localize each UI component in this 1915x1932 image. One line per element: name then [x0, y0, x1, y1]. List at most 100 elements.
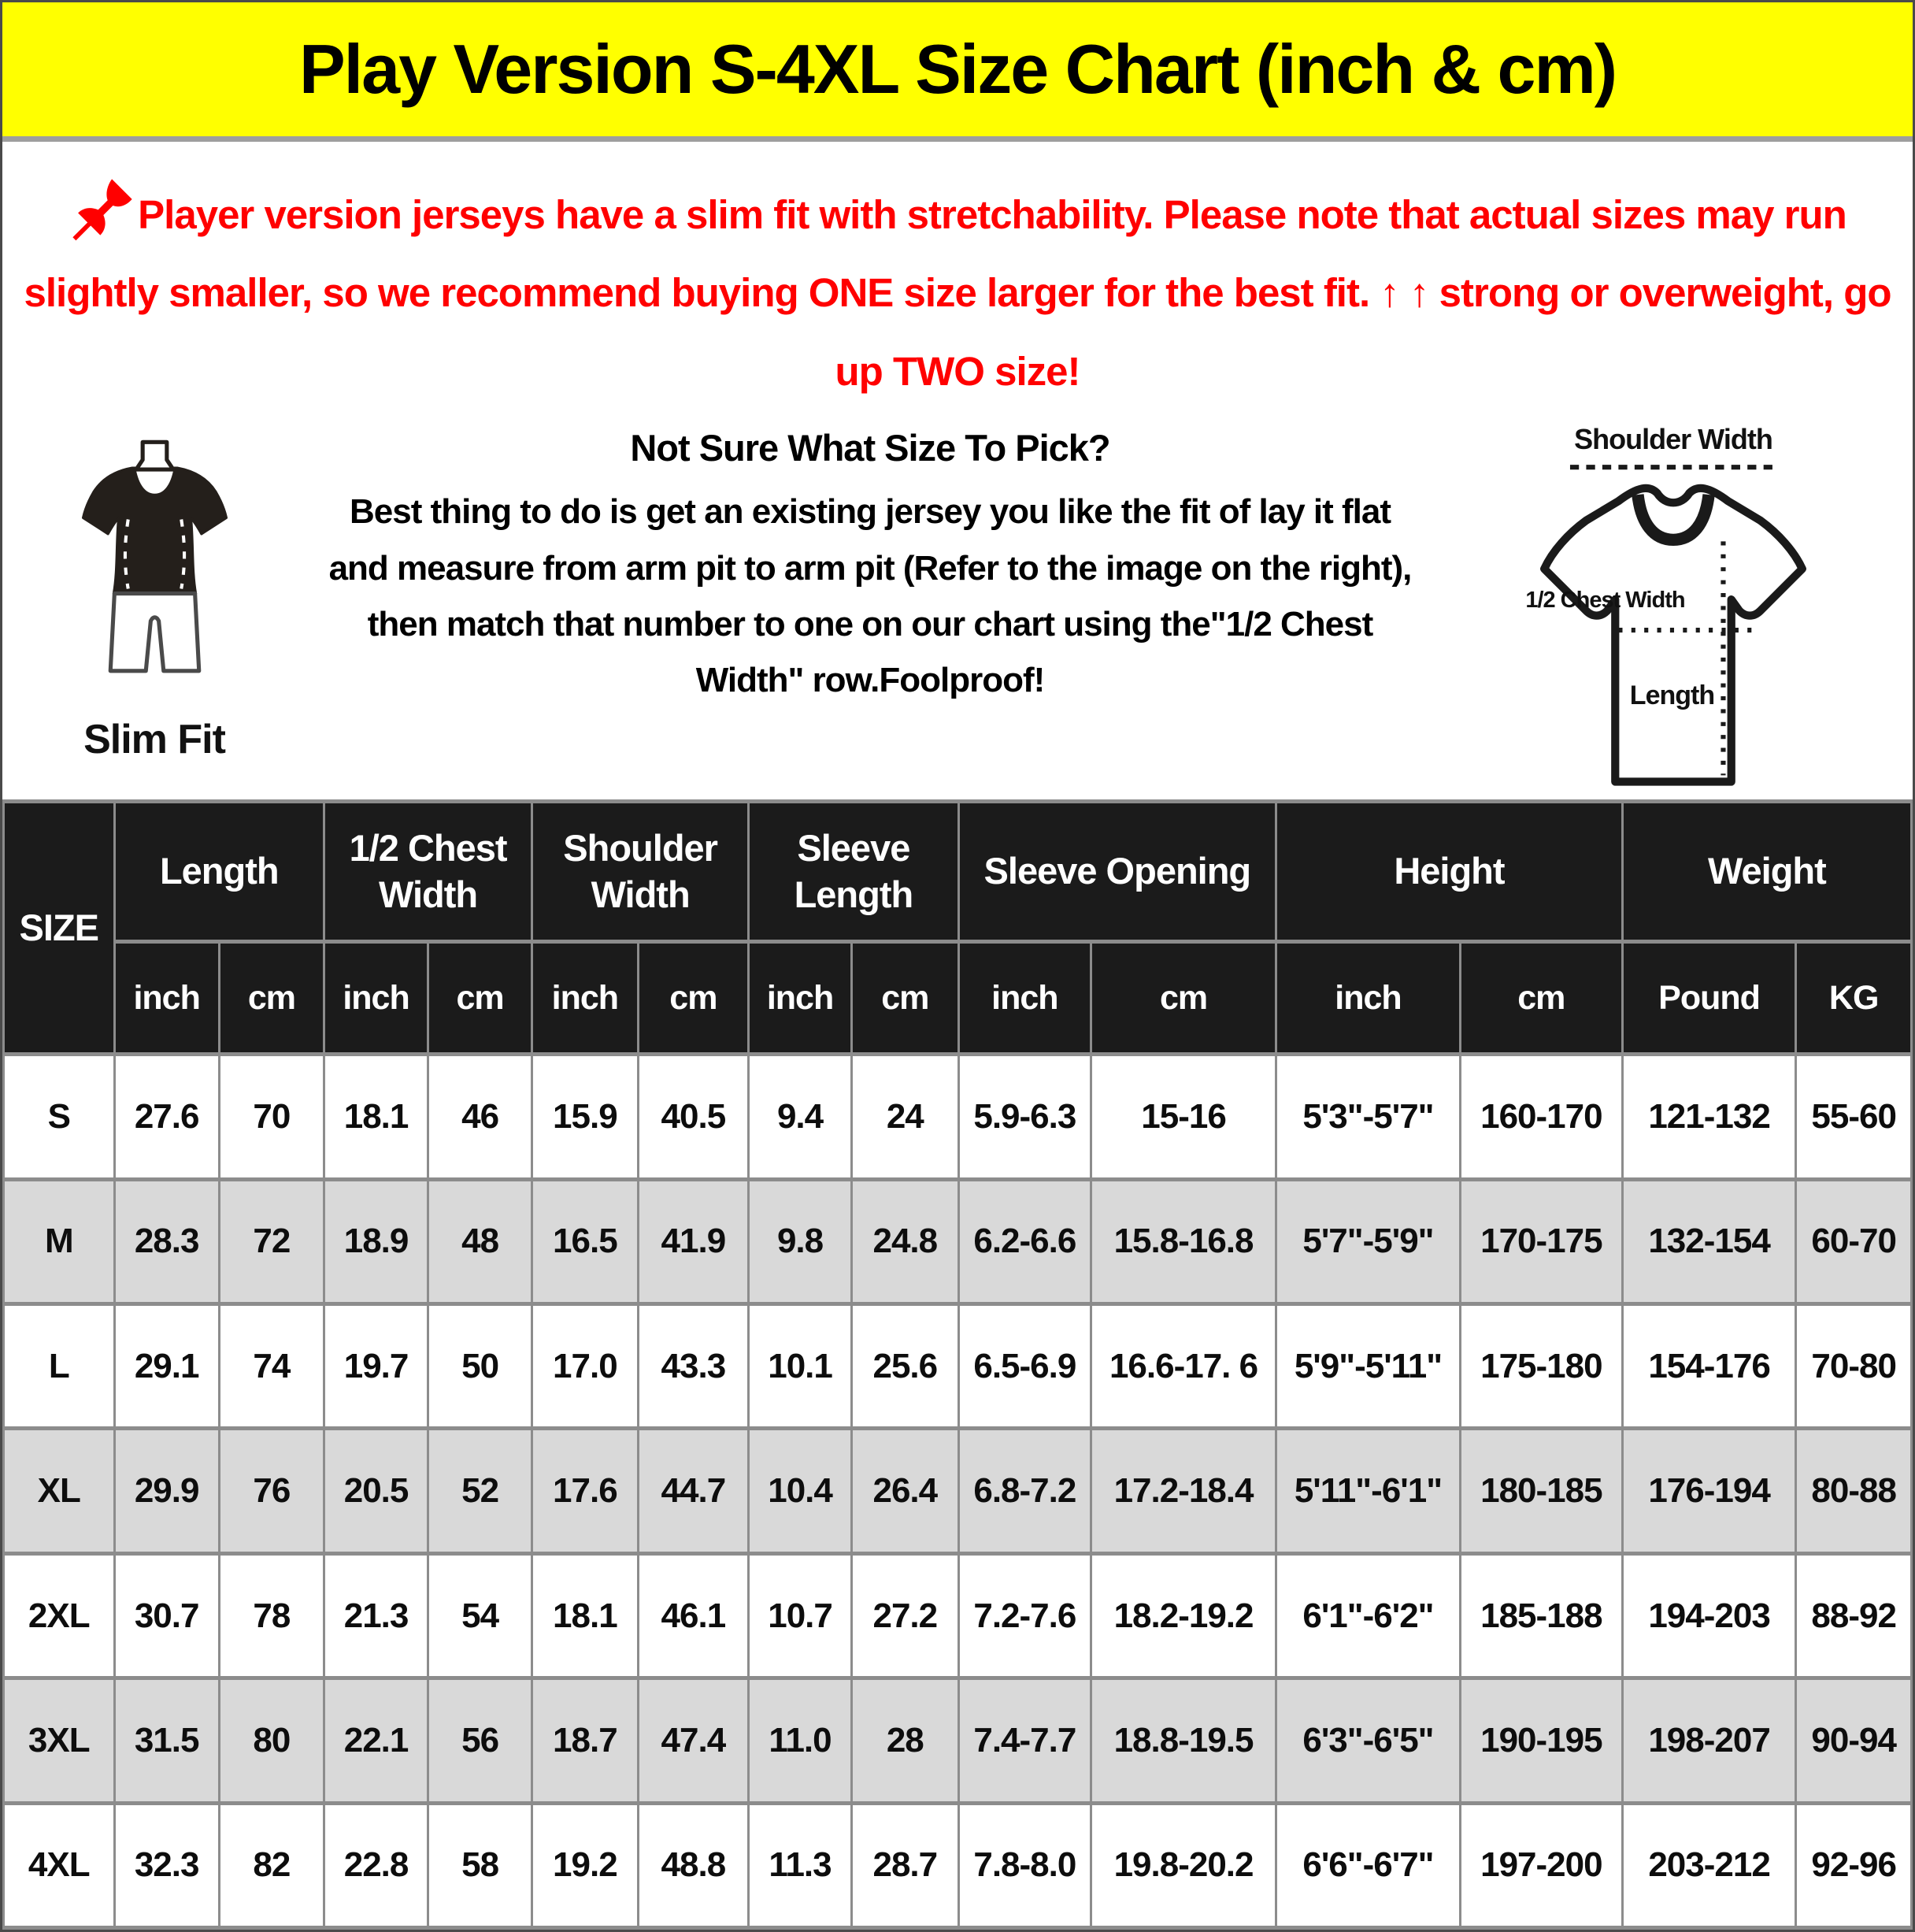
title-banner: Play Version S-4XL Size Chart (inch & cm… — [2, 2, 1913, 142]
value-cell: 11.3 — [747, 1800, 853, 1930]
value-cell: 55-60 — [1795, 1052, 1913, 1181]
value-cell: 5'11"-6'1" — [1275, 1426, 1461, 1556]
value-cell: 70-80 — [1795, 1302, 1913, 1431]
half-chest-width-label: 1/2 Chest Width — [1525, 587, 1685, 613]
size-help-heading: Not Sure What Size To Pick? — [630, 427, 1110, 469]
unit-header: inch — [113, 940, 220, 1057]
unit-header: cm — [427, 940, 534, 1057]
value-cell: 6'6"-6'7" — [1275, 1800, 1461, 1930]
size-cell: S — [2, 1052, 116, 1181]
value-cell: 22.1 — [323, 1676, 430, 1805]
value-cell: 40.5 — [636, 1052, 750, 1181]
warning-paragraph: Player version jerseys have a slim fit w… — [23, 175, 1892, 410]
value-cell: 6'3"-6'5" — [1275, 1676, 1461, 1805]
value-cell: 25.6 — [850, 1302, 960, 1431]
group-header-half-chest-width: 1/2 Chest Width — [323, 799, 534, 944]
value-cell: 92-96 — [1795, 1800, 1913, 1930]
page-title: Play Version S-4XL Size Chart (inch & cm… — [298, 30, 1617, 108]
value-cell: 29.1 — [113, 1302, 220, 1431]
group-header-shoulder-width: Shoulder Width — [531, 799, 750, 944]
group-header-sleeve-opening: Sleeve Opening — [957, 799, 1278, 944]
pushpin-icon — [69, 175, 136, 243]
value-cell: 185-188 — [1458, 1551, 1624, 1681]
value-cell: 160-170 — [1458, 1052, 1624, 1181]
value-cell: 21.3 — [323, 1551, 430, 1681]
value-cell: 203-212 — [1621, 1800, 1798, 1930]
value-cell: 132-154 — [1621, 1177, 1798, 1307]
value-cell: 16.5 — [531, 1177, 639, 1307]
table-unit-header-row: inch cm inch cm inch cm inch cm inch cm … — [4, 940, 1913, 1057]
value-cell: 44.7 — [636, 1426, 750, 1556]
value-cell: 17.0 — [531, 1302, 639, 1431]
value-cell: 5.9-6.3 — [957, 1052, 1093, 1181]
value-cell: 15.8-16.8 — [1090, 1177, 1278, 1307]
value-cell: 24.8 — [850, 1177, 960, 1307]
value-cell: 50 — [427, 1302, 534, 1431]
value-cell: 46 — [427, 1052, 534, 1181]
value-cell: 190-195 — [1458, 1676, 1624, 1805]
slim-fit-icon — [81, 440, 228, 673]
value-cell: 18.2-19.2 — [1090, 1551, 1278, 1681]
unit-header: cm — [217, 940, 326, 1057]
value-cell: 9.8 — [747, 1177, 853, 1307]
value-cell: 76 — [217, 1426, 326, 1556]
value-cell: 22.8 — [323, 1800, 430, 1930]
value-cell: 16.6-17. 6 — [1090, 1302, 1278, 1431]
value-cell: 70 — [217, 1052, 326, 1181]
unit-header: inch — [323, 940, 430, 1057]
value-cell: 82 — [217, 1800, 326, 1930]
value-cell: 18.7 — [531, 1676, 639, 1805]
value-cell: 56 — [427, 1676, 534, 1805]
value-cell: 5'3"-5'7" — [1275, 1052, 1461, 1181]
table-row: 3XL 31.5 80 22.1 56 18.7 47.4 11.0 28 7.4-7.7 18.8… — [2, 1676, 1913, 1805]
value-cell: 198-207 — [1621, 1676, 1798, 1805]
value-cell: 5'7"-5'9" — [1275, 1177, 1461, 1307]
size-cell: 3XL — [2, 1676, 116, 1805]
table-row: 4XL 32.3 82 22.8 58 19.2 48.8 11.3 28.7 7.8-8.0 19… — [2, 1800, 1913, 1930]
value-cell: 80-88 — [1795, 1426, 1913, 1556]
value-cell: 9.4 — [747, 1052, 853, 1181]
value-cell: 58 — [427, 1800, 534, 1930]
value-cell: 24 — [850, 1052, 960, 1181]
value-cell: 6'1"-6'2" — [1275, 1551, 1461, 1681]
table-row: L 29.1 74 19.7 50 17.0 43.3 10.1 25.6 6.5-6.9 16.6… — [2, 1302, 1913, 1431]
value-cell: 28.7 — [850, 1800, 960, 1930]
table-row: XL 29.9 76 20.5 52 17.6 44.7 10.4 26.4 6.8-7.2 17.… — [2, 1426, 1913, 1556]
value-cell: 48 — [427, 1177, 534, 1307]
size-cell: XL — [2, 1426, 116, 1556]
value-cell: 46.1 — [636, 1551, 750, 1681]
value-cell: 74 — [217, 1302, 326, 1431]
value-cell: 90-94 — [1795, 1676, 1913, 1805]
value-cell: 43.3 — [636, 1302, 750, 1431]
value-cell: 20.5 — [323, 1426, 430, 1556]
value-cell: 6.2-6.6 — [957, 1177, 1093, 1307]
table-row: 2XL 30.7 78 21.3 54 18.1 46.1 10.7 27.2 7.2-7.6 18… — [2, 1551, 1913, 1681]
value-cell: 27.2 — [850, 1551, 960, 1681]
group-header-weight: Weight — [1621, 799, 1913, 944]
value-cell: 175-180 — [1458, 1302, 1624, 1431]
group-header-sleeve-length: Sleeve Length — [747, 799, 960, 944]
value-cell: 6.5-6.9 — [957, 1302, 1093, 1431]
value-cell: 47.4 — [636, 1676, 750, 1805]
value-cell: 32.3 — [113, 1800, 220, 1930]
value-cell: 54 — [427, 1551, 534, 1681]
value-cell: 11.0 — [747, 1676, 853, 1805]
size-cell: M — [2, 1177, 116, 1307]
unit-header: KG — [1795, 940, 1913, 1057]
size-table: SIZE Length 1/2 Chest Width Shoulder Wid… — [2, 799, 1913, 1930]
value-cell: 15.9 — [531, 1052, 639, 1181]
size-cell: L — [2, 1302, 116, 1431]
size-help-text: Not Sure What Size To Pick? Best thing t… — [284, 420, 1456, 792]
value-cell: 18.1 — [323, 1052, 430, 1181]
fit-info-row: Slim Fit Not Sure What Size To Pick? Bes… — [2, 415, 1913, 799]
size-corner-header: SIZE — [2, 799, 116, 1057]
value-cell: 7.8-8.0 — [957, 1800, 1093, 1930]
unit-header: inch — [1275, 940, 1461, 1057]
value-cell: 41.9 — [636, 1177, 750, 1307]
size-cell: 4XL — [2, 1800, 116, 1930]
table-row: S 27.6 70 18.1 46 15.9 40.5 9.4 24 5.9-6.3 15-16 5'… — [2, 1052, 1913, 1181]
unit-header: inch — [957, 940, 1093, 1057]
group-header-length: Length — [113, 799, 326, 944]
size-table-body: S 27.6 70 18.1 46 15.9 40.5 9.4 24 5.9-6.3 15-16 5'… — [2, 1052, 1913, 1930]
